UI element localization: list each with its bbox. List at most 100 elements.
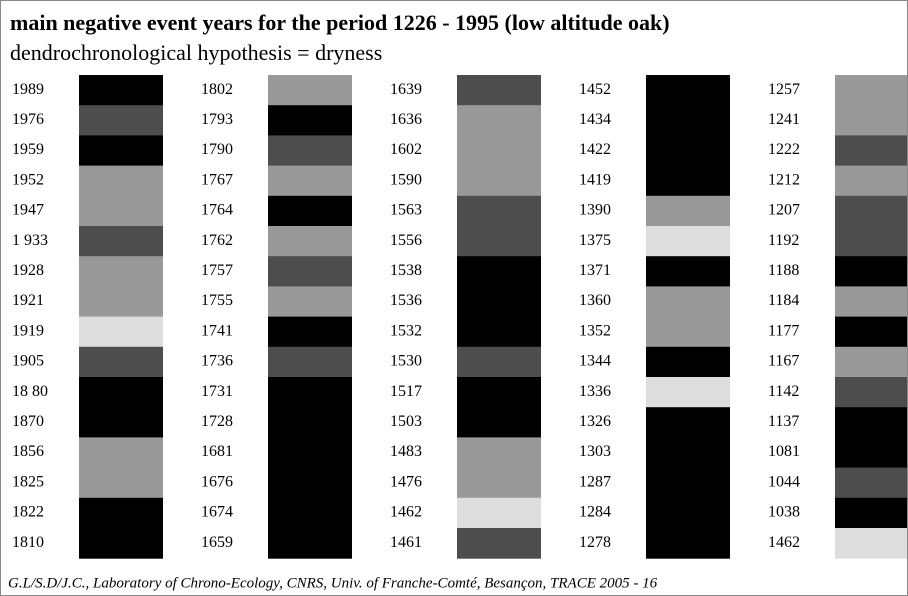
year-label: 1731 [201,383,233,400]
shade-cell [457,407,541,438]
year-label: 1989 [12,81,44,98]
shade-cell [268,316,352,348]
year-label: 1952 [12,171,44,188]
year-label: 1257 [768,81,800,98]
shade-cell [646,437,730,469]
footer: G.L/S.D/J.C., Laboratory of Chrono-Ecolo… [8,575,658,591]
year-label: 1870 [12,413,44,430]
shade-cell [79,316,163,348]
year-label: 1905 [12,353,44,370]
shade-cell [835,256,907,287]
title: main negative event years for the period… [10,10,670,35]
shade-cell [268,497,352,529]
shade-cell [79,135,163,167]
year-label: 1344 [579,353,611,370]
shade-cell [268,135,352,167]
shade-cell [268,195,352,227]
shade-cell [79,437,163,469]
year-label: 1390 [579,202,611,219]
shade-cell [835,316,907,348]
shade-cell [646,377,730,408]
year-label: 1674 [201,504,233,521]
year-label: 1736 [201,353,233,370]
shade-cell [457,165,541,197]
shade-cell [646,497,730,529]
shade-cell [457,226,541,257]
year-label: 1360 [579,292,611,309]
year-label: 1659 [201,534,233,551]
shade-cell [457,316,541,348]
year-label: 1142 [768,383,799,400]
shade-cell [268,165,352,197]
year-label: 1741 [201,322,233,339]
year-label: 1762 [201,232,233,249]
shade-cell [268,407,352,438]
year-label: 1326 [579,413,611,430]
subtitle: dendrochronological hypothesis = dryness [10,40,382,65]
year-label: 1959 [12,141,44,158]
shade-cell [835,377,907,408]
shade-cell [268,437,352,469]
year-label: 1452 [579,81,611,98]
year-label: 1825 [12,473,44,490]
shade-cell [457,528,541,559]
year-label: 1530 [390,353,422,370]
year-label: 1303 [579,443,611,460]
year-label: 1767 [201,171,233,188]
shade-cell [646,226,730,257]
shade-cell [835,407,907,438]
year-label: 1793 [201,111,233,128]
shade-cell [268,467,352,499]
year-label: 1137 [768,413,799,430]
shade-cell [79,256,163,287]
year-label: 1419 [579,171,611,188]
shade-cell [79,286,163,318]
shade-cell [835,467,907,499]
year-label: 1375 [579,232,611,249]
year-label: 1538 [390,262,422,279]
year-label: 1 933 [12,232,48,249]
shade-cell [646,286,730,318]
shade-cell [646,528,730,559]
shade-cell [835,135,907,167]
year-label: 1207 [768,202,800,219]
shade-cell [646,195,730,227]
shade-cell [79,407,163,438]
year-label: 1284 [579,504,611,521]
shade-cell [79,346,163,378]
year-label: 1038 [768,504,800,521]
shade-cell [457,377,541,408]
year-label: 1639 [390,81,422,98]
year-label: 1947 [12,202,44,219]
shade-cell [457,286,541,318]
year-label: 1928 [12,262,44,279]
shade-cell [457,346,541,378]
year-label: 1681 [201,443,233,460]
shade-cell [835,105,907,136]
year-label: 1536 [390,292,422,309]
year-label: 1757 [201,262,233,279]
shade-cell [457,105,541,136]
shade-cell [79,165,163,197]
year-label: 1188 [768,262,799,279]
year-label: 1822 [12,504,44,521]
year-label: 1081 [768,443,800,460]
shade-cell [646,135,730,167]
shade-cell [646,256,730,287]
year-label: 1184 [768,292,799,309]
year-label: 1919 [12,322,44,339]
shade-cell [835,165,907,197]
shade-cell [79,467,163,499]
year-label: 1192 [768,232,799,249]
shade-cell [646,467,730,499]
year-label: 1177 [768,322,799,339]
shade-cell [457,75,541,106]
year-label: 1755 [201,292,233,309]
shade-cell [268,105,352,136]
year-label: 1167 [768,353,799,370]
year-label: 1461 [390,534,422,551]
year-label: 1371 [579,262,611,279]
year-label: 1462 [390,504,422,521]
shade-cell [79,528,163,559]
year-label: 1352 [579,322,611,339]
